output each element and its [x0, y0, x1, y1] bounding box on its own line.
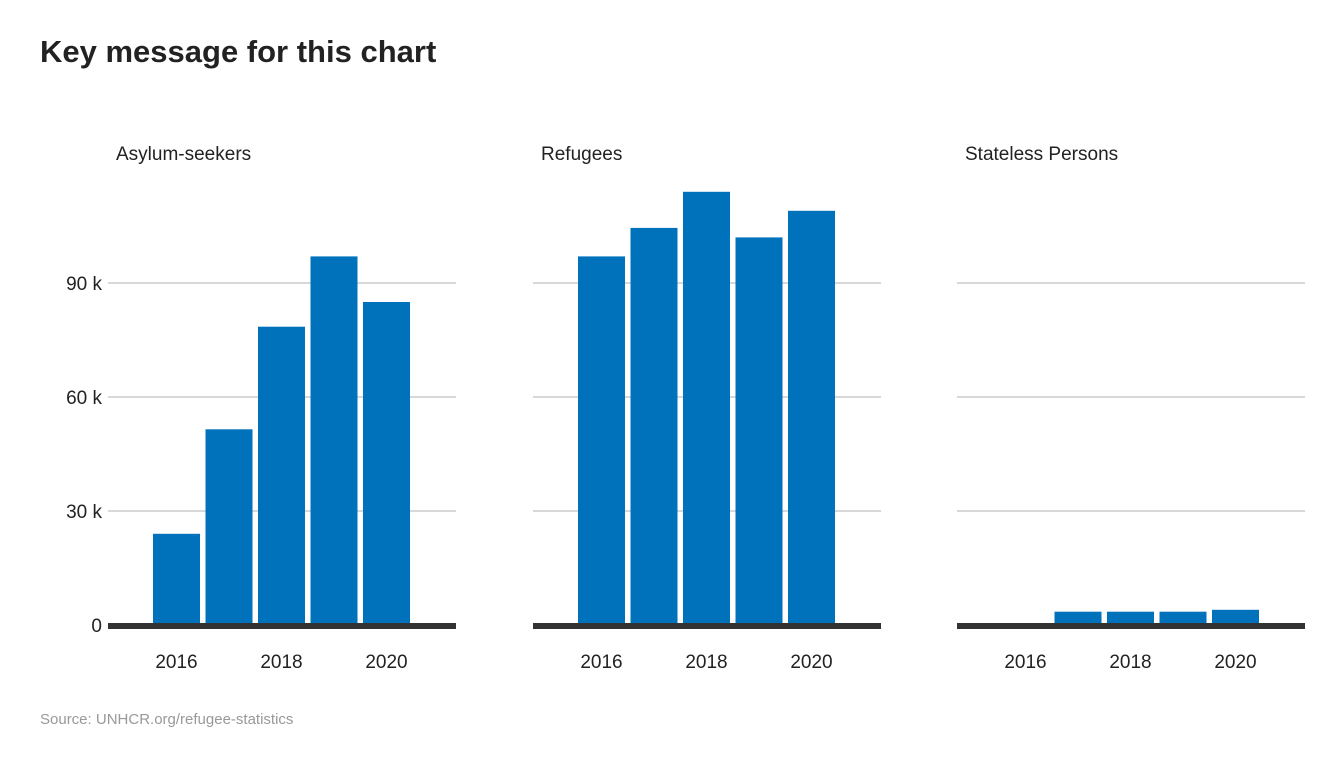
y-tick-label: 0 — [91, 616, 102, 637]
bar — [1054, 611, 1102, 625]
x-tick-label: 2016 — [1004, 652, 1046, 673]
x-tick-label: 2018 — [260, 652, 302, 673]
bar — [310, 256, 358, 625]
y-tick-label: 30 k — [66, 502, 102, 523]
x-tick-label: 2016 — [580, 652, 622, 673]
x-tick-label: 2016 — [155, 652, 197, 673]
panel-title: Asylum-seekers — [116, 144, 251, 165]
bar — [363, 302, 410, 625]
y-tick-label: 60 k — [66, 388, 102, 409]
bar — [683, 191, 730, 626]
baseline — [108, 623, 456, 629]
bar — [788, 210, 835, 626]
y-tick-label: 90 k — [66, 274, 102, 295]
x-tick-label: 2018 — [685, 652, 727, 673]
bar — [1212, 609, 1259, 625]
baseline — [533, 623, 881, 629]
x-tick-label: 2020 — [1214, 652, 1256, 673]
bar — [735, 237, 783, 625]
source-note: Source: UNHCR.org/refugee-statistics — [40, 711, 294, 728]
bar — [205, 429, 253, 625]
x-tick-label: 2020 — [365, 652, 407, 673]
panel-title: Stateless Persons — [965, 144, 1118, 165]
bar — [578, 256, 625, 625]
baseline — [957, 623, 1305, 629]
chart-title: Key message for this chart — [40, 34, 437, 69]
bar — [630, 227, 678, 625]
bar — [1159, 611, 1207, 625]
x-tick-label: 2020 — [790, 652, 832, 673]
x-tick-label: 2018 — [1109, 652, 1151, 673]
panel-title: Refugees — [541, 144, 622, 165]
bar — [258, 326, 305, 625]
bar — [1107, 611, 1154, 625]
bar — [153, 533, 200, 625]
